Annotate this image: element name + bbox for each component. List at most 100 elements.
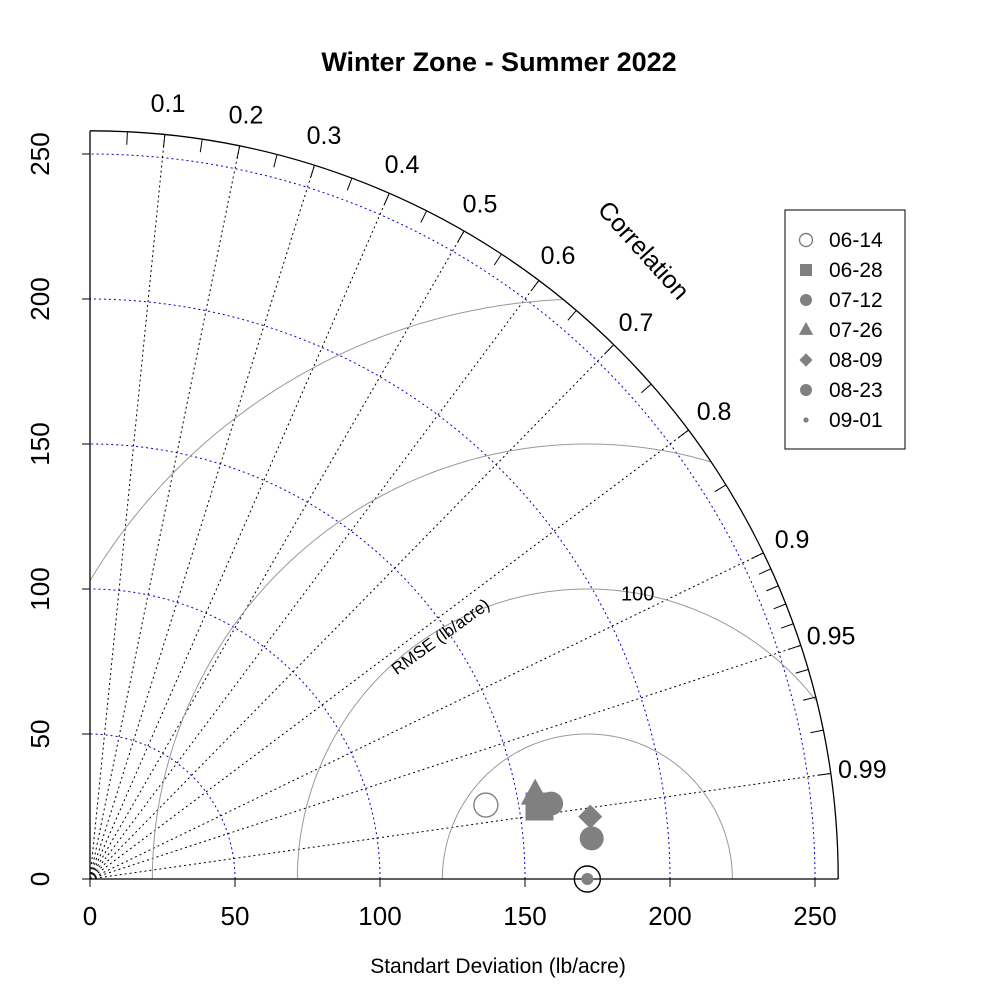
correlation-tick	[802, 696, 816, 701]
legend-marker	[798, 232, 814, 248]
legend-label: 07-12	[829, 289, 883, 312]
correlation-tick	[310, 165, 315, 178]
legend-label: 06-14	[829, 229, 883, 252]
sd-axis: 0 0 50 50 100 100 150 150 200 200 250 250	[25, 132, 837, 931]
x-axis-title: Standart Deviation (lb/acre)	[370, 955, 626, 978]
y-axis-tick-label: 50	[25, 720, 55, 749]
chart-title: Winter Zone - Summer 2022	[321, 47, 676, 77]
correlation-tick	[788, 644, 801, 650]
correlation-tick-label: 0.1	[151, 90, 186, 118]
grid-lines	[89, 134, 831, 880]
correlation-tick	[641, 383, 652, 394]
legend: 06-14 06-28 07-12 07-26 08-09 08-23 09-01	[784, 209, 906, 450]
rmse-contour	[441, 733, 733, 880]
correlation-ray	[89, 165, 315, 880]
y-axis-tick-label: 200	[25, 277, 55, 320]
rmse-contour	[89, 299, 563, 581]
correlation-tick	[604, 344, 615, 355]
legend-marker	[803, 417, 809, 423]
rmse-contour-label: 100	[621, 583, 654, 605]
legend-marker	[800, 264, 812, 276]
correlation-ray	[89, 134, 166, 880]
correlation-tick-label: 0.8	[697, 398, 732, 426]
data-point	[579, 826, 604, 851]
correlation-tick-label: 0.3	[307, 122, 342, 150]
legend-marker	[798, 321, 814, 335]
correlation-tick	[780, 623, 794, 629]
sd-grid-arc	[89, 443, 526, 880]
y-axis-tick-label: 250	[25, 132, 55, 175]
correlation-tick	[163, 134, 166, 148]
correlation-tick	[420, 210, 428, 223]
x-axis-tick-label: 0	[83, 901, 97, 931]
sd-grid-arc	[89, 588, 381, 880]
x-axis-tick-label: 200	[648, 901, 691, 931]
x-axis-tick-label: 100	[358, 901, 401, 931]
legend-marker	[799, 353, 813, 367]
correlation-tick	[273, 154, 278, 168]
y-axis-tick-label: 0	[25, 872, 55, 886]
correlation-ray	[89, 230, 465, 880]
correlation-tick	[493, 253, 502, 266]
correlation-ray	[89, 644, 801, 880]
correlation-tick	[817, 772, 831, 776]
legend-label: 07-26	[829, 319, 883, 342]
legend-label: 09-01	[829, 409, 883, 432]
correlation-axis-title: Correlation	[592, 196, 695, 306]
sd-grid-arc	[89, 298, 671, 880]
correlation-axis: 0.1 0.2 0.3 0.4 0.5 0.6 0.7 0.8 0.9 0.95 0.99	[126, 90, 887, 784]
x-axis-tick-label: 50	[221, 901, 250, 931]
correlation-tick	[199, 139, 203, 153]
sd-grid-arc	[89, 733, 236, 880]
rmse-axis-title: RMSE (lb/acre)	[388, 595, 493, 679]
reference-point-ring	[573, 865, 602, 893]
correlation-tick	[751, 552, 764, 560]
correlation-ray	[89, 280, 540, 880]
correlation-tick-label: 0.4	[385, 151, 420, 179]
correlation-tick	[383, 193, 390, 206]
correlation-tick-label: 0.7	[619, 309, 654, 337]
legend-label: 08-09	[829, 349, 883, 372]
x-axis-tick-label: 150	[503, 901, 546, 931]
diagram-frame	[89, 130, 839, 880]
rmse-contour	[296, 588, 817, 879]
legend-label: 06-28	[829, 259, 883, 282]
correlation-tick	[530, 280, 540, 292]
correlation-ray	[89, 193, 390, 880]
y-axis-tick-label: 150	[25, 422, 55, 465]
sd-grid-arc	[89, 153, 816, 880]
correlation-tick	[567, 310, 577, 321]
data-points	[473, 778, 604, 893]
correlation-tick-label: 0.5	[463, 190, 498, 218]
correlation-tick	[714, 484, 727, 493]
correlation-tick-label: 0.6	[541, 242, 576, 270]
outer-arc	[89, 130, 839, 880]
data-point	[581, 873, 594, 885]
data-point	[578, 804, 603, 829]
x-axis-tick-label: 250	[793, 901, 836, 931]
rmse-contour	[151, 443, 712, 880]
data-point	[473, 792, 499, 818]
correlation-tick-label: 0.99	[838, 756, 887, 784]
correlation-tick	[457, 230, 465, 243]
legend-label: 08-23	[829, 379, 883, 402]
data-point	[520, 778, 550, 805]
correlation-ray	[89, 552, 764, 880]
correlation-tick	[346, 177, 353, 191]
correlation-tick	[810, 729, 824, 734]
correlation-ray	[89, 772, 831, 880]
y-axis-tick-label: 100	[25, 567, 55, 610]
legend-marker	[800, 384, 812, 396]
correlation-ray	[89, 429, 689, 880]
correlation-tick	[126, 131, 128, 145]
correlation-tick	[773, 603, 787, 610]
correlation-tick	[795, 669, 809, 674]
correlation-tick	[766, 585, 779, 592]
correlation-ray	[89, 145, 241, 880]
correlation-tick-label: 0.9	[775, 526, 810, 554]
correlation-tick-label: 0.2	[229, 102, 264, 130]
legend-marker	[800, 294, 812, 306]
correlation-tick	[758, 568, 772, 575]
correlation-tick	[236, 145, 241, 159]
